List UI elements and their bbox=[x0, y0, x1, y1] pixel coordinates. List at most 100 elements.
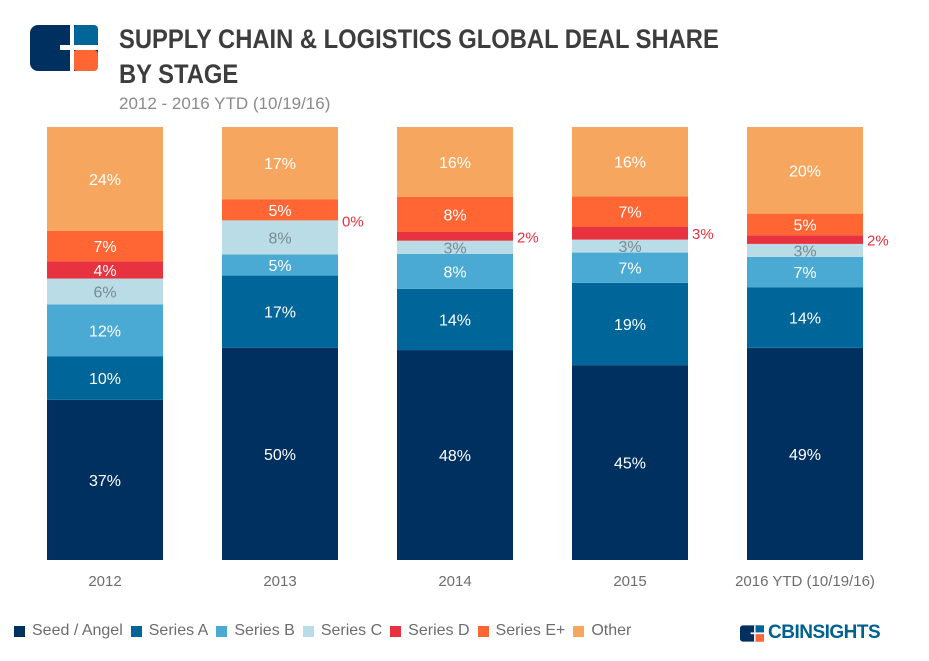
data-label: 10% bbox=[89, 371, 121, 388]
legend-item: Series B bbox=[216, 622, 295, 640]
data-label: 14% bbox=[789, 311, 821, 328]
x-tick-label: 2012 bbox=[88, 573, 121, 590]
data-label: 6% bbox=[93, 285, 116, 302]
bar-segment bbox=[397, 253, 513, 289]
bar-segment bbox=[47, 230, 163, 262]
legend-label: Series C bbox=[320, 622, 383, 639]
data-label: 8% bbox=[268, 230, 291, 247]
data-label: 3% bbox=[692, 226, 714, 243]
legend-label: Series B bbox=[234, 622, 295, 639]
bar-segment bbox=[747, 235, 863, 244]
bar-segment bbox=[572, 239, 688, 253]
bar-segment bbox=[747, 243, 863, 257]
bar-segment bbox=[572, 196, 688, 227]
bar-segment bbox=[572, 282, 688, 366]
data-label: 3% bbox=[618, 239, 641, 256]
legend-item: Series A bbox=[130, 622, 209, 640]
data-label: 5% bbox=[268, 203, 291, 220]
data-label: 2% bbox=[517, 229, 539, 246]
legend-label: Other bbox=[591, 622, 632, 639]
bar-segment bbox=[47, 356, 163, 400]
legend-swatch bbox=[302, 625, 314, 637]
bar-segment bbox=[397, 288, 513, 351]
bar-segment bbox=[397, 350, 513, 560]
data-label: 16% bbox=[439, 155, 471, 172]
bar-segment bbox=[747, 127, 863, 214]
cbinsights-logo-icon bbox=[30, 25, 98, 71]
legend-item: Seed / Angel bbox=[14, 622, 123, 640]
data-label: 16% bbox=[614, 155, 646, 172]
plot-area: 37% 10% 12% 6% 4% 7% 24% 2012 50% 17% 5% 8% 0% 5% 17% 2… bbox=[47, 127, 889, 590]
legend-swatch bbox=[390, 625, 402, 637]
bar-segment bbox=[47, 261, 163, 279]
legend-swatch bbox=[573, 625, 585, 637]
x-tick-label: 2015 bbox=[613, 573, 646, 590]
legend-swatch bbox=[477, 625, 489, 637]
brand-text: CBINSIGHTS bbox=[768, 622, 881, 643]
data-label: 8% bbox=[443, 264, 466, 281]
bar-segment bbox=[47, 399, 163, 560]
data-label: 17% bbox=[264, 305, 296, 322]
legend-item: Series E+ bbox=[477, 622, 566, 640]
data-label: 12% bbox=[89, 324, 121, 341]
legend-item: Other bbox=[573, 622, 631, 640]
bar-segment bbox=[222, 220, 338, 255]
data-label: 4% bbox=[93, 263, 116, 280]
legend-label: Series E+ bbox=[495, 622, 566, 639]
bar-segment bbox=[747, 256, 863, 288]
bar-segment bbox=[397, 196, 513, 232]
bar-segment bbox=[222, 127, 338, 200]
bar-segment bbox=[747, 287, 863, 348]
bar-segment bbox=[572, 252, 688, 283]
data-label: 7% bbox=[618, 261, 641, 278]
bar-segment bbox=[222, 199, 338, 221]
legend-swatch bbox=[216, 625, 228, 637]
bar-segment bbox=[222, 275, 338, 348]
cbinsights-mark-icon bbox=[740, 624, 764, 642]
data-label: 17% bbox=[264, 156, 296, 173]
bar-segment bbox=[397, 231, 513, 241]
legend: Seed / Angel Series A Series B Series C Seri… bbox=[14, 622, 631, 640]
data-label: 19% bbox=[614, 317, 646, 334]
bar-segment bbox=[47, 278, 163, 305]
bar-segment bbox=[222, 254, 338, 276]
data-label: 14% bbox=[439, 312, 471, 329]
data-label: 37% bbox=[89, 473, 121, 490]
bar-segment bbox=[47, 127, 163, 231]
bar-segment bbox=[397, 127, 513, 197]
legend-swatch bbox=[14, 625, 25, 637]
bar-segment bbox=[572, 226, 688, 240]
data-label: 20% bbox=[789, 163, 821, 180]
bar-segment bbox=[747, 347, 863, 560]
chart-subtitle: 2012 - 2016 YTD (10/19/16) bbox=[119, 94, 331, 113]
bar-segment bbox=[747, 213, 863, 236]
data-label: 48% bbox=[439, 448, 471, 465]
data-label: 49% bbox=[789, 447, 821, 464]
bar-segment bbox=[47, 304, 163, 357]
data-label: 8% bbox=[443, 207, 466, 224]
x-tick-label: 2014 bbox=[438, 573, 471, 590]
legend-label: Seed / Angel bbox=[32, 622, 123, 639]
data-label: 7% bbox=[618, 204, 641, 221]
legend-item: Series D bbox=[390, 622, 470, 640]
data-label: 50% bbox=[264, 447, 296, 464]
legend-swatch bbox=[130, 625, 142, 637]
data-label: 5% bbox=[268, 258, 291, 275]
legend-item: Series C bbox=[302, 622, 383, 640]
legend-label: Series D bbox=[408, 622, 470, 639]
bar-segment bbox=[397, 240, 513, 254]
data-label: 3% bbox=[793, 243, 816, 260]
bar-segment bbox=[222, 347, 338, 560]
data-label: 3% bbox=[443, 240, 466, 257]
chart-title: SUPPLY CHAIN & LOGISTICS GLOBAL DEAL SHA… bbox=[119, 24, 719, 89]
x-tick-label: 2013 bbox=[263, 573, 296, 590]
data-label: 7% bbox=[93, 239, 116, 256]
data-label: 2% bbox=[867, 233, 889, 250]
data-label: 5% bbox=[793, 217, 816, 234]
data-label: 0% bbox=[342, 213, 364, 230]
data-label: 7% bbox=[793, 265, 816, 282]
data-label: 45% bbox=[614, 456, 646, 473]
legend-label: Series A bbox=[148, 622, 209, 639]
bar-segment bbox=[572, 127, 688, 197]
